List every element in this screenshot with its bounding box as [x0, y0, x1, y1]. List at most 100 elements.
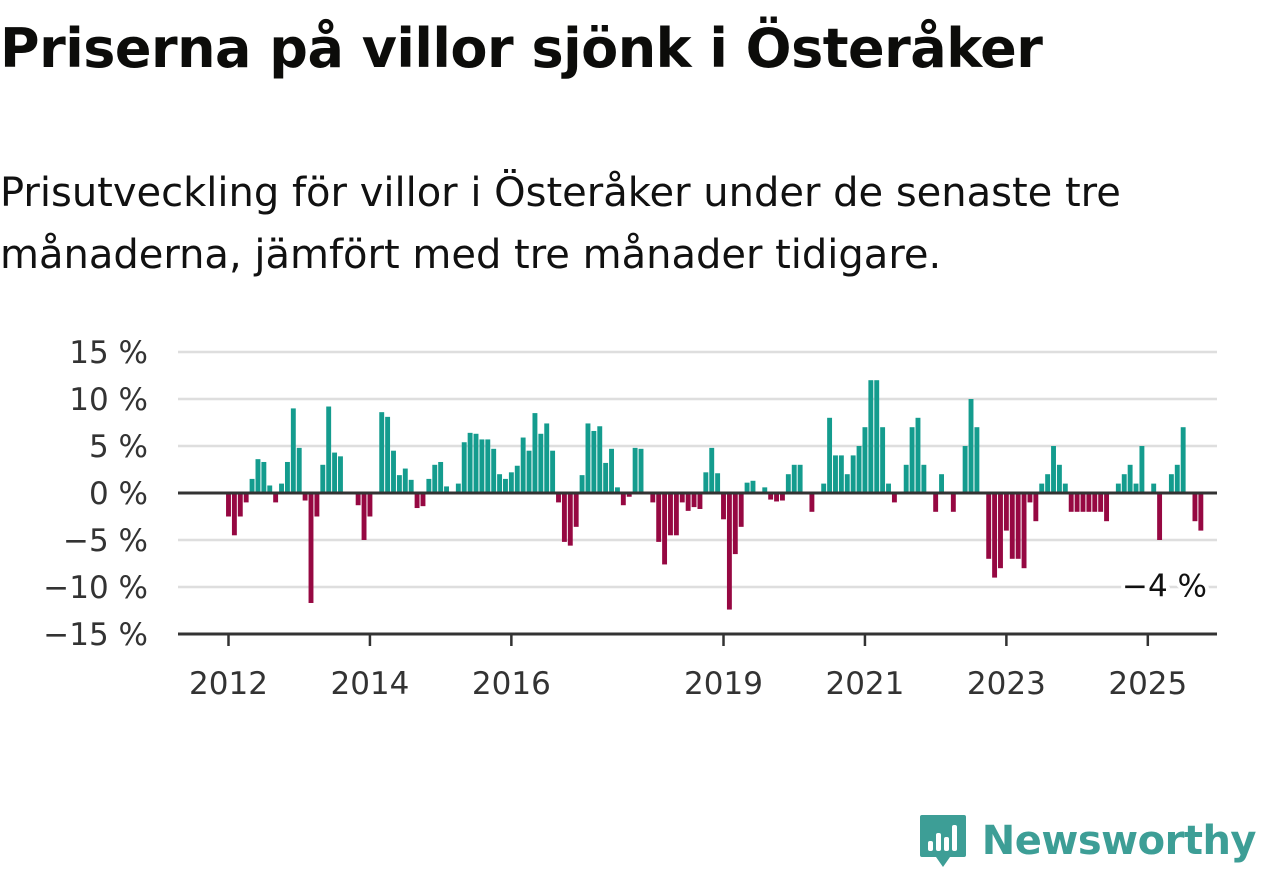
bar — [338, 456, 343, 493]
bar — [432, 464, 438, 493]
y-tick-label: −5 % — [63, 523, 148, 559]
bar — [697, 493, 703, 509]
bar — [1056, 464, 1062, 493]
last-value-annotation: −4 % — [1122, 569, 1207, 605]
bar — [1009, 493, 1015, 559]
bar — [526, 450, 532, 493]
bar — [408, 479, 414, 493]
bar — [1092, 493, 1098, 512]
bar — [261, 461, 267, 493]
bar — [1198, 493, 1204, 531]
bar — [361, 493, 367, 540]
bar — [414, 493, 420, 509]
bar — [620, 493, 626, 506]
bar — [255, 459, 261, 493]
bar — [273, 493, 279, 503]
bar — [326, 406, 332, 493]
newsworthy-logo-icon — [919, 815, 966, 867]
bar — [532, 413, 538, 493]
bar — [1192, 493, 1198, 522]
page-subtitle: Prisutveckling för villor i Österåker un… — [0, 170, 1121, 278]
bar — [1074, 493, 1080, 512]
x-tick-label: 2012 — [189, 666, 268, 702]
bar — [662, 493, 668, 565]
bar — [726, 493, 732, 610]
y-tick-label: −10 % — [43, 570, 148, 606]
bar — [915, 417, 921, 493]
bar — [762, 487, 768, 493]
bar — [1039, 483, 1045, 493]
chart-gridlines — [178, 350, 1217, 589]
annotation-halo: −4 % — [1122, 569, 1207, 605]
bar — [891, 493, 897, 503]
bar — [1080, 493, 1086, 512]
bar — [479, 439, 485, 493]
chart-axes — [178, 491, 1217, 646]
bar — [561, 493, 567, 542]
bar — [237, 493, 243, 517]
bar — [856, 446, 862, 493]
bar — [673, 493, 679, 536]
bar — [921, 464, 927, 493]
bar — [974, 427, 980, 493]
bar — [998, 493, 1003, 569]
bar — [950, 493, 956, 512]
bar — [785, 474, 791, 493]
bar — [402, 468, 408, 493]
bar — [850, 455, 856, 493]
bar — [1068, 493, 1074, 512]
bar — [1104, 493, 1110, 522]
brand-name: Newsworthy — [981, 818, 1257, 864]
x-tick-label: 2019 — [684, 666, 763, 702]
bar — [585, 423, 591, 493]
x-tick-label: 2016 — [472, 666, 551, 702]
bar — [1174, 464, 1180, 493]
bar — [320, 464, 326, 493]
bar — [467, 432, 473, 493]
y-tick-label: 0 % — [89, 476, 148, 512]
bar — [868, 380, 874, 493]
bar — [473, 433, 479, 493]
bar — [874, 380, 880, 493]
bar — [821, 483, 827, 493]
bar — [579, 475, 585, 493]
bar — [567, 493, 573, 546]
bar — [779, 493, 785, 501]
bar — [391, 450, 396, 493]
bar — [1033, 493, 1039, 522]
bar — [1086, 493, 1092, 512]
page-title: Priserna på villor sjönk i Österåker — [0, 17, 1043, 80]
bar — [750, 480, 756, 493]
bar — [267, 485, 273, 493]
bar — [367, 493, 373, 517]
bar — [591, 430, 597, 493]
bar — [314, 493, 320, 517]
bar — [1027, 493, 1033, 503]
bar — [438, 461, 444, 493]
bar — [284, 461, 290, 493]
bar — [886, 483, 891, 493]
bar — [1127, 464, 1133, 493]
bar — [862, 427, 868, 493]
bar — [1168, 474, 1174, 493]
y-tick-label: 10 % — [69, 382, 148, 418]
bar — [833, 455, 838, 493]
bar — [550, 450, 556, 493]
bar — [1139, 446, 1145, 493]
bar — [609, 448, 614, 493]
bar — [768, 493, 774, 500]
bar — [656, 493, 662, 542]
bar — [1003, 493, 1009, 531]
bar — [1151, 483, 1157, 493]
bar — [420, 493, 426, 507]
bar — [444, 486, 449, 493]
bar — [1098, 493, 1104, 512]
bar — [614, 487, 620, 493]
bar — [721, 493, 726, 520]
bar — [933, 493, 939, 512]
bar — [827, 417, 833, 493]
bar — [508, 472, 514, 493]
bar — [679, 493, 685, 503]
bar — [632, 447, 638, 493]
bar — [668, 493, 673, 536]
